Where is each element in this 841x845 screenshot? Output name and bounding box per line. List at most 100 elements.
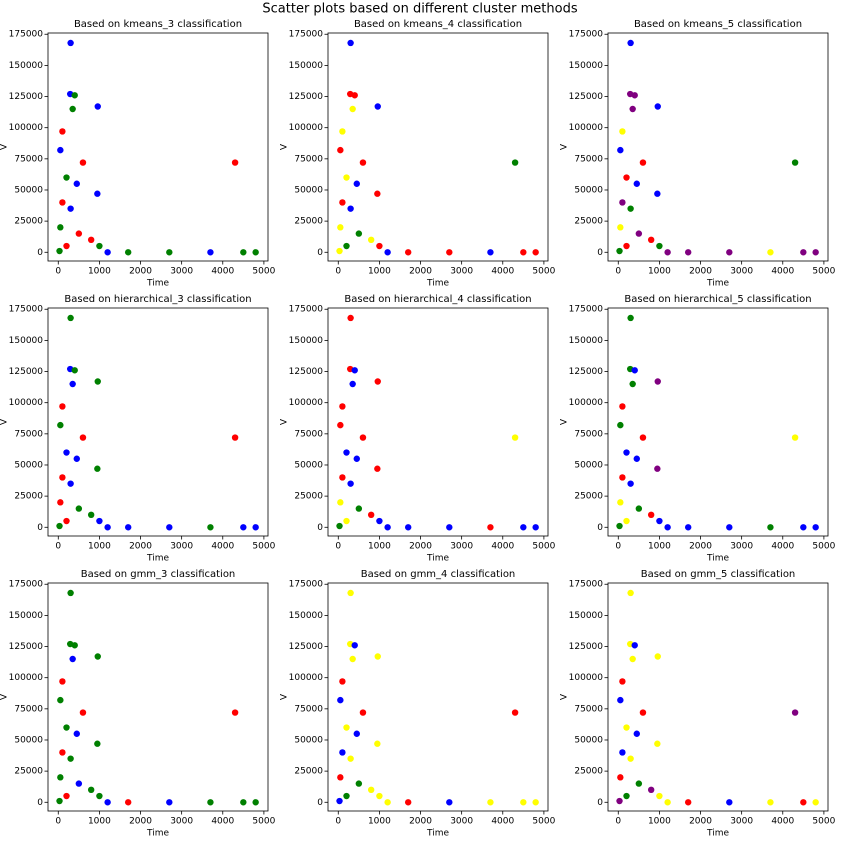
point xyxy=(339,474,346,481)
point xyxy=(374,103,381,110)
y-tick-label: 150000 xyxy=(569,336,604,346)
point xyxy=(240,249,247,256)
point xyxy=(63,792,70,800)
x-tick-label: 0 xyxy=(335,817,341,827)
point xyxy=(359,434,367,441)
x-tick-label: 3000 xyxy=(170,267,193,277)
y-tick-label: 125000 xyxy=(289,642,324,652)
point xyxy=(633,180,640,187)
point xyxy=(367,786,375,794)
point xyxy=(656,792,663,800)
point xyxy=(617,421,624,429)
point xyxy=(207,799,214,806)
point xyxy=(520,249,527,256)
point xyxy=(627,314,634,322)
y-tick-label: 150000 xyxy=(569,611,604,621)
x-tick-label: 1000 xyxy=(88,817,111,827)
x-axis-label: Time xyxy=(426,554,449,564)
y-tick-label: 100000 xyxy=(9,673,44,683)
point xyxy=(73,180,80,187)
x-tick-label: 3000 xyxy=(170,542,193,552)
x-tick-label: 2000 xyxy=(689,542,712,552)
point xyxy=(684,524,692,531)
point xyxy=(654,465,661,472)
y-tick-label: 175000 xyxy=(289,30,324,40)
point xyxy=(57,224,64,231)
point xyxy=(374,465,381,472)
y-axis-label: V xyxy=(560,418,570,425)
point xyxy=(619,749,626,756)
point xyxy=(404,524,412,531)
y-tick-label: 125000 xyxy=(569,367,604,377)
point xyxy=(619,128,626,135)
subplot-title: Based on hierarchical_3 classification xyxy=(64,294,251,305)
point xyxy=(59,128,66,135)
point xyxy=(487,524,494,531)
y-tick-label: 0 xyxy=(37,798,43,808)
point xyxy=(800,249,807,256)
x-tick-label: 5000 xyxy=(532,267,555,277)
point xyxy=(353,180,360,187)
y-tick-label: 75000 xyxy=(14,154,43,164)
y-tick-label: 125000 xyxy=(289,367,324,377)
axes-frame xyxy=(607,32,829,262)
x-tick-label: 0 xyxy=(55,267,61,277)
point xyxy=(337,774,344,781)
point xyxy=(627,205,634,212)
y-tick-label: 50000 xyxy=(574,185,603,195)
point xyxy=(96,792,103,800)
point xyxy=(71,642,78,649)
x-axis-label: Time xyxy=(706,554,729,564)
point xyxy=(207,524,214,531)
point xyxy=(629,655,636,663)
point xyxy=(337,224,344,231)
y-tick-label: 175000 xyxy=(289,580,324,590)
y-tick-label: 100000 xyxy=(9,123,44,133)
point xyxy=(623,724,630,731)
point xyxy=(69,105,76,113)
point xyxy=(376,517,383,525)
x-tick-label: 4000 xyxy=(771,542,794,552)
point xyxy=(56,522,63,530)
point xyxy=(684,799,692,806)
point xyxy=(124,249,132,256)
x-tick-label: 5000 xyxy=(532,817,555,827)
point xyxy=(349,655,356,663)
point xyxy=(57,499,64,506)
y-tick-label: 150000 xyxy=(9,336,44,346)
point xyxy=(616,522,623,530)
x-tick-label: 5000 xyxy=(812,267,835,277)
point xyxy=(374,740,381,747)
point xyxy=(347,39,354,47)
y-axis-label: V xyxy=(0,143,10,150)
point xyxy=(67,39,74,47)
point xyxy=(627,39,634,47)
subplot-title: Based on kmeans_5 classification xyxy=(634,19,802,30)
x-tick-label: 5000 xyxy=(812,542,835,552)
y-tick-label: 25000 xyxy=(294,217,323,227)
x-axis-label: Time xyxy=(706,829,729,839)
subplot-title: Based on gmm_5 classification xyxy=(641,569,796,580)
point xyxy=(63,724,70,731)
x-axis-label: Time xyxy=(146,279,169,289)
point xyxy=(627,755,634,762)
x-tick-label: 4000 xyxy=(491,817,514,827)
point xyxy=(629,380,636,388)
y-tick-label: 75000 xyxy=(14,429,43,439)
point xyxy=(56,797,63,805)
x-tick-label: 1000 xyxy=(648,267,671,277)
point xyxy=(619,678,626,685)
y-tick-label: 25000 xyxy=(14,217,43,227)
x-tick-label: 1000 xyxy=(648,542,671,552)
point xyxy=(664,524,671,531)
point xyxy=(812,799,819,806)
x-tick-label: 3000 xyxy=(730,267,753,277)
point xyxy=(635,230,643,237)
point xyxy=(487,249,494,256)
point xyxy=(627,480,634,487)
point xyxy=(79,159,87,166)
y-tick-label: 125000 xyxy=(9,367,44,377)
axes-frame xyxy=(47,307,269,537)
point xyxy=(59,474,66,481)
x-tick-label: 3000 xyxy=(170,817,193,827)
